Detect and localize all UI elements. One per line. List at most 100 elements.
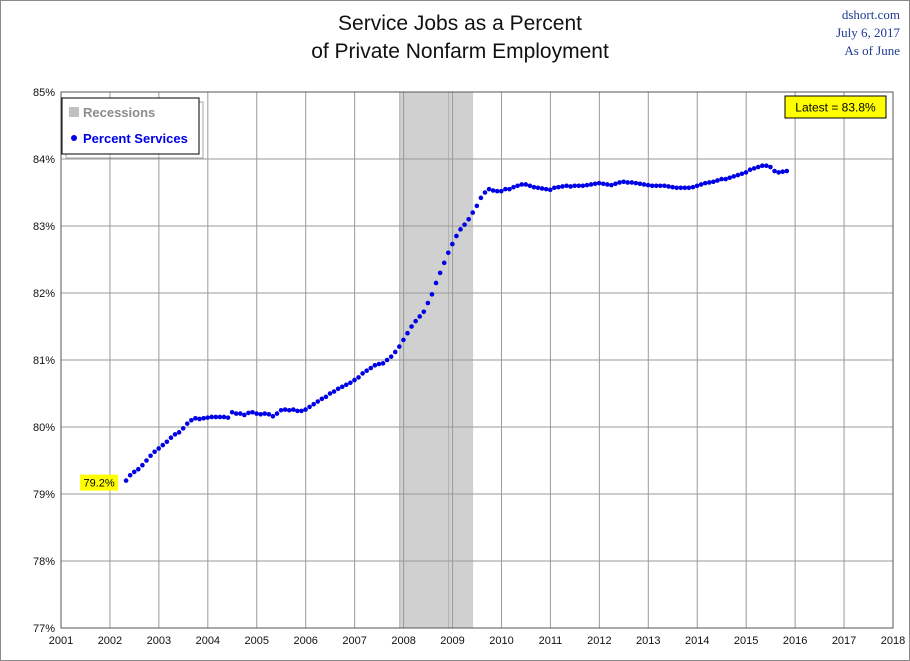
data-point bbox=[250, 409, 255, 415]
x-tick-label: 2012 bbox=[587, 635, 611, 647]
data-point bbox=[311, 401, 316, 407]
x-tick-label: 2003 bbox=[147, 635, 171, 647]
data-point bbox=[380, 361, 386, 366]
first-value-box bbox=[80, 474, 119, 491]
y-tick-label: 84% bbox=[33, 154, 55, 166]
data-point bbox=[743, 170, 749, 175]
data-point bbox=[519, 182, 524, 187]
data-point bbox=[323, 394, 329, 400]
data-point bbox=[747, 167, 753, 173]
legend-series-label: Percent Services bbox=[83, 131, 188, 146]
latest-callout: Latest = 83.8% bbox=[784, 95, 887, 119]
data-point bbox=[527, 183, 533, 189]
data-point bbox=[674, 185, 679, 191]
data-point bbox=[560, 184, 565, 189]
x-tick-label: 2015 bbox=[734, 635, 758, 647]
legend-series-marker bbox=[71, 135, 77, 141]
x-tick-label: 2017 bbox=[832, 635, 856, 647]
data-point bbox=[645, 182, 651, 188]
data-point bbox=[498, 188, 504, 194]
title-line-1: Service Jobs as a Percent bbox=[338, 12, 582, 35]
data-point bbox=[454, 233, 459, 239]
y-tick-label: 78% bbox=[33, 556, 55, 568]
data-point bbox=[641, 182, 647, 187]
data-point bbox=[286, 407, 292, 413]
x-tick-label: 2004 bbox=[196, 635, 220, 647]
chart-title: Service Jobs as a Percent of Private Non… bbox=[230, 10, 690, 66]
data-point bbox=[649, 183, 655, 189]
data-point bbox=[462, 222, 467, 227]
first-value-label: 79.2% bbox=[83, 478, 114, 490]
title-line-2: of Private Nonfarm Employment bbox=[311, 40, 609, 63]
data-point bbox=[144, 458, 149, 463]
data-point bbox=[123, 478, 129, 483]
data-point bbox=[629, 180, 635, 185]
data-point bbox=[539, 186, 545, 191]
data-point bbox=[755, 164, 761, 170]
data-point bbox=[515, 183, 520, 189]
data-point bbox=[666, 184, 671, 189]
latest-callout-label: Latest = 83.8% bbox=[795, 101, 876, 115]
data-point bbox=[352, 377, 357, 383]
x-tick-label: 2013 bbox=[636, 635, 660, 647]
data-point bbox=[193, 415, 198, 421]
data-point bbox=[156, 446, 162, 451]
data-point bbox=[262, 411, 268, 416]
data-point bbox=[490, 188, 496, 193]
data-point bbox=[776, 170, 781, 175]
data-point bbox=[242, 412, 247, 418]
data-point bbox=[441, 260, 447, 266]
data-point bbox=[217, 414, 223, 420]
data-point bbox=[376, 361, 382, 367]
data-point bbox=[637, 181, 643, 187]
data-point bbox=[213, 414, 219, 420]
data-point bbox=[364, 368, 370, 374]
data-point bbox=[739, 171, 745, 177]
y-tick-label: 82% bbox=[33, 288, 55, 300]
data-point bbox=[172, 432, 178, 437]
data-point bbox=[470, 210, 476, 215]
first-callout: 79.2% bbox=[80, 474, 119, 491]
data-point bbox=[494, 188, 500, 194]
legend-recession-label: Recessions bbox=[83, 105, 155, 120]
data-point bbox=[237, 411, 243, 416]
data-point bbox=[278, 407, 284, 413]
data-point bbox=[307, 404, 312, 410]
data-point bbox=[784, 168, 790, 174]
x-tick-label: 2016 bbox=[783, 635, 807, 647]
data-point bbox=[274, 411, 280, 416]
points-layer bbox=[123, 163, 790, 483]
data-point bbox=[556, 184, 561, 190]
data-point bbox=[727, 175, 732, 181]
x-tick-label: 2018 bbox=[881, 635, 905, 647]
data-point bbox=[131, 469, 137, 475]
data-point bbox=[384, 357, 390, 363]
data-point bbox=[572, 183, 578, 189]
data-point bbox=[254, 411, 259, 416]
y-tick-label: 85% bbox=[33, 87, 55, 99]
data-point bbox=[246, 410, 251, 416]
data-point bbox=[690, 184, 696, 190]
legend-recession-swatch bbox=[69, 107, 79, 117]
data-point bbox=[768, 164, 773, 170]
data-point bbox=[621, 179, 626, 185]
data-point bbox=[633, 180, 639, 186]
data-point bbox=[413, 318, 418, 324]
y-tick-label: 79% bbox=[33, 489, 55, 501]
data-point bbox=[523, 182, 529, 187]
data-point bbox=[164, 439, 170, 445]
latest-callout-box bbox=[784, 95, 887, 119]
data-point bbox=[368, 365, 374, 371]
data-point bbox=[760, 163, 765, 168]
data-point bbox=[584, 182, 590, 188]
x-tick-label: 2011 bbox=[539, 635, 563, 647]
data-point bbox=[409, 324, 414, 329]
data-point bbox=[617, 180, 622, 185]
data-point bbox=[735, 172, 741, 178]
data-point bbox=[189, 418, 194, 423]
data-point bbox=[552, 185, 557, 191]
data-point bbox=[719, 176, 724, 182]
plot-border bbox=[60, 91, 894, 629]
data-point bbox=[344, 382, 349, 388]
data-point bbox=[576, 183, 582, 189]
